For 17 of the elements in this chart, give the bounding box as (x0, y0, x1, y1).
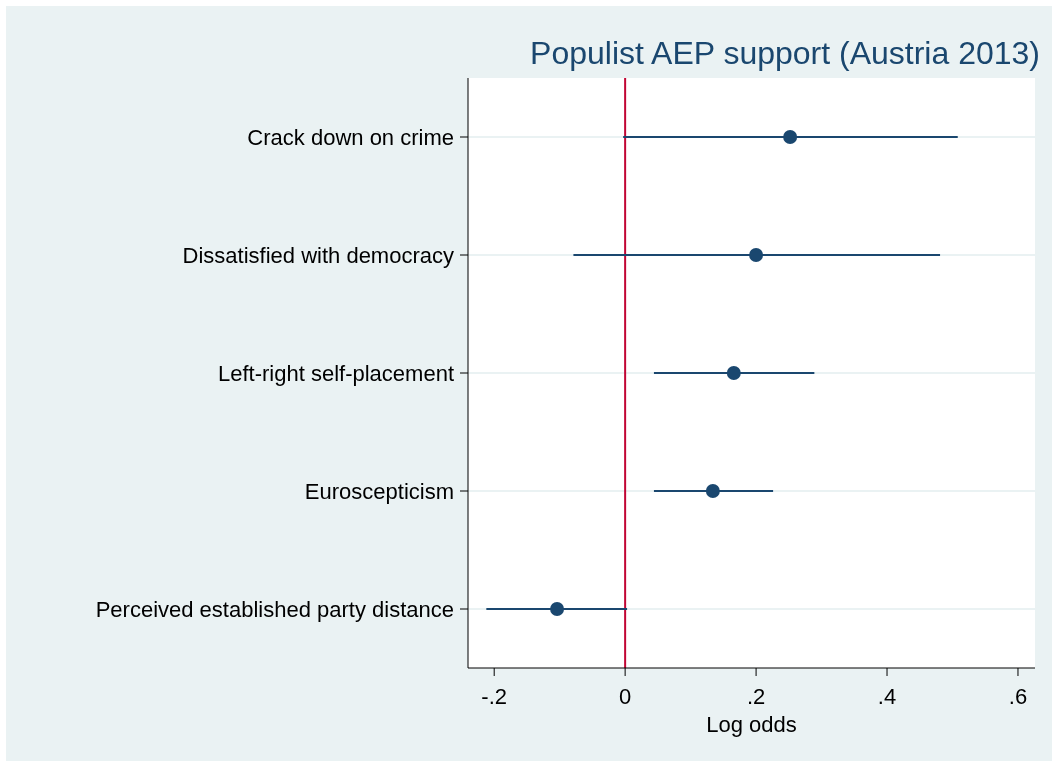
x-tick-label: 0 (619, 684, 632, 709)
x-tick-label: .4 (877, 684, 897, 709)
y-tick-label: Perceived established party distance (95, 596, 454, 622)
x-tick-label: .6 (1008, 684, 1028, 709)
chart-title: Populist AEP support (Austria 2013) (530, 35, 1040, 71)
y-tick-label: Left-right self-placement (218, 360, 454, 386)
point (749, 248, 764, 262)
y-tick-label: Euroscepticism (304, 478, 454, 504)
x-tick-label: .2 (746, 684, 766, 709)
y-tick-label: Dissatisfied with democracy (182, 242, 454, 268)
point (783, 130, 798, 144)
point (705, 484, 720, 498)
y-tick-label: Crack down on crime (247, 124, 454, 150)
point (550, 602, 565, 616)
point (726, 366, 741, 380)
x-axis-title: Log odds (706, 712, 797, 737)
x-tick-label: -.2 (481, 684, 508, 709)
